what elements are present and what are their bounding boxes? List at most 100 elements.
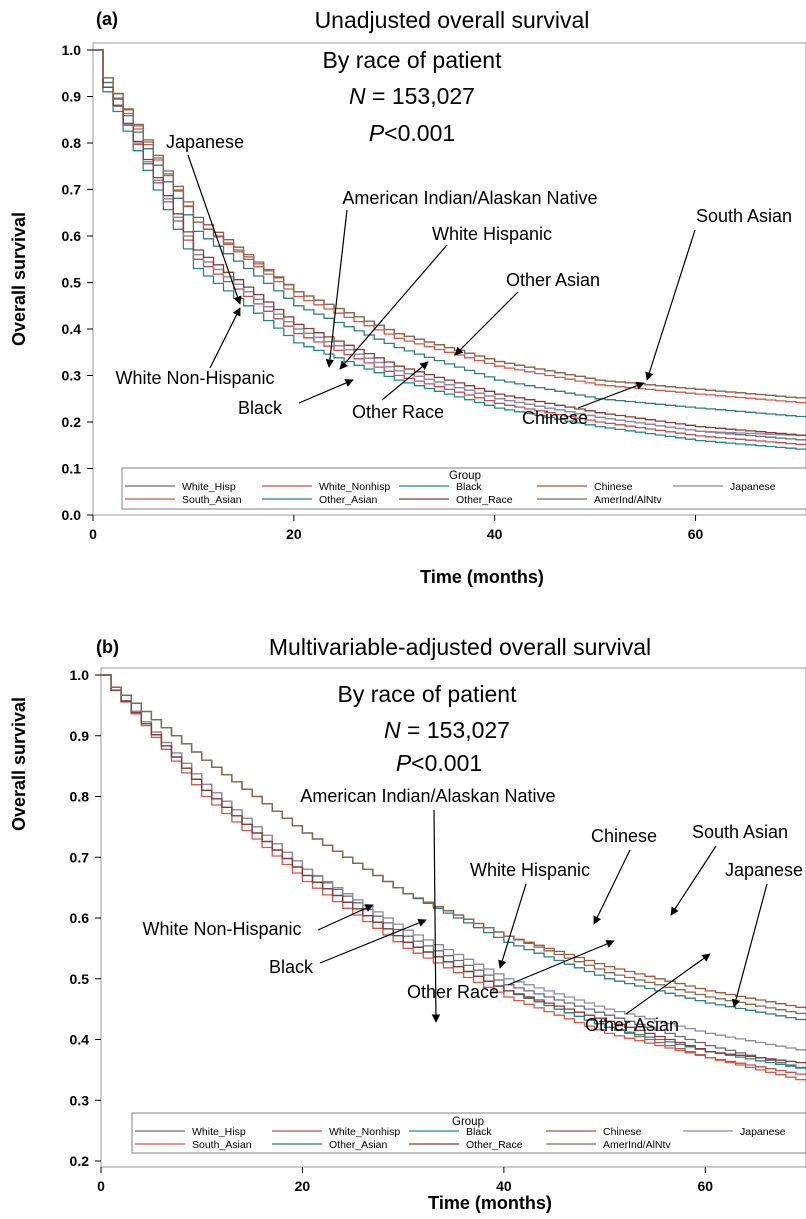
y-tick-label: 0.6 — [70, 910, 90, 926]
x-axis-label: Time (months) — [420, 567, 544, 587]
y-tick-label: 0.9 — [62, 89, 82, 105]
n-label: N = 153,027 — [384, 717, 510, 743]
y-tick-label: 1.0 — [70, 667, 90, 683]
annotation-label: Other Asian — [585, 1015, 679, 1035]
annotation-label: White Hispanic — [432, 224, 552, 244]
legend-box — [121, 467, 806, 510]
annotation-arrow — [325, 209, 348, 368]
x-tick-label: 60 — [688, 526, 704, 542]
legend-entry-south-asian: South_Asian — [182, 494, 242, 506]
series-line-japanese — [101, 674, 806, 1052]
annotation-label: Black — [238, 398, 283, 418]
annotation-label: American Indian/Alaskan Native — [300, 786, 555, 806]
panel-a: (a) Unadjusted overall survival 0.00.10.… — [9, 7, 806, 587]
y-tick-label: 0.3 — [70, 1092, 90, 1108]
annotation-arrow — [577, 381, 645, 409]
series-line-other-race — [93, 49, 806, 436]
x-tick-label: 0 — [97, 1178, 105, 1194]
legend-entry-south-asian: South_Asian — [192, 1139, 252, 1151]
legend-entry-other-asian: Other_Asian — [329, 1139, 388, 1151]
annotation-label: South Asian — [692, 822, 788, 842]
legend: Group White_Hisp White_Nonhisp Black Chines… — [121, 467, 806, 510]
curves — [101, 674, 806, 1082]
y-ticks: 0.0 0.1 0.2 0.3 0.4 0.5 0.6 0.7 0.8 0.9 1.0 — [62, 42, 93, 523]
panel-letter: (a) — [96, 9, 118, 29]
annotation-arrow — [431, 809, 441, 1023]
plot-frame — [92, 42, 806, 516]
p-value-label: P<0.001 — [396, 750, 482, 776]
legend-entry-black: Black — [456, 481, 482, 493]
x-tick-label: 0 — [89, 526, 97, 542]
panel-letter: (b) — [96, 637, 119, 657]
annotation-arrow — [731, 883, 768, 1008]
legend: Group White_Hisp White_Nonhisp Black Chines… — [131, 1112, 806, 1154]
annotation-label: Other Asian — [506, 270, 600, 290]
y-tick-label: 0.4 — [70, 1032, 90, 1048]
y-tick-label: 0.4 — [62, 321, 82, 337]
series-line-black — [93, 49, 806, 450]
annotation-arrow — [454, 291, 519, 356]
series-line-amerind-alntv — [101, 674, 806, 1016]
annotation-label: Chinese — [522, 408, 588, 428]
x-tick-label: 60 — [697, 1178, 713, 1194]
legend-entry-black: Black — [466, 1126, 492, 1138]
legend-entry-white-hisp: White_Hisp — [192, 1126, 246, 1138]
annotation-arrow — [209, 307, 241, 369]
y-tick-label: 0.5 — [62, 275, 82, 291]
annotation-label: White Non-Hispanic — [115, 368, 274, 388]
annotation-label: Black — [269, 957, 314, 977]
annotation-label: Chinese — [591, 826, 657, 846]
y-tick-label: 0.6 — [62, 228, 82, 244]
annotation-label: South Asian — [696, 206, 792, 226]
legend-entry-other-asian: Other_Asian — [319, 494, 378, 506]
legend-box — [131, 1112, 806, 1154]
x-tick-label: 40 — [487, 526, 503, 542]
x-tick-label: 20 — [286, 526, 302, 542]
y-tick-label: 0.2 — [70, 1153, 90, 1169]
legend-entry-japanese: Japanese — [740, 1126, 786, 1138]
x-ticks: 0 20 40 60 — [97, 1167, 713, 1194]
annotation-label: Other Race — [407, 982, 499, 1002]
legend-title: Group — [452, 1116, 484, 1128]
legend-entry-white-nonhisp: White_Nonhisp — [329, 1126, 400, 1138]
annotation-arrow — [317, 904, 374, 931]
legend-entry-chinese: Chinese — [603, 1126, 642, 1138]
n-label: N = 153,027 — [349, 83, 475, 109]
annotation-arrow — [381, 361, 429, 401]
annotation-arrow — [498, 883, 527, 969]
series-line-other-asian — [93, 49, 806, 418]
legend-entry-japanese: Japanese — [730, 481, 776, 493]
annotation-arrow — [507, 940, 615, 986]
legend-entry-other-race: Other_Race — [466, 1139, 523, 1151]
annotation-arrow — [670, 845, 717, 916]
curves — [93, 49, 806, 450]
y-tick-label: 0.1 — [62, 461, 82, 477]
chart-title: Multivariable-adjusted overall survival — [269, 634, 651, 660]
y-ticks: 0.2 0.3 0.4 0.5 0.6 0.7 0.8 0.9 1.0 — [70, 667, 101, 1169]
annotation-label: American Indian/Alaskan Native — [342, 188, 597, 208]
y-tick-label: 0.0 — [62, 507, 82, 523]
y-tick-label: 0.5 — [70, 971, 90, 987]
x-axis-label: Time (months) — [428, 1193, 552, 1213]
annotation-arrow — [593, 849, 631, 925]
x-ticks: 0 20 40 60 — [89, 515, 704, 542]
annotation-label: Other Race — [352, 402, 444, 422]
annotation-label: White Non-Hispanic — [142, 919, 301, 939]
legend-entry-amerind-alntv: AmerInd/AlNtv — [594, 494, 662, 506]
subtitle-line: By race of patient — [338, 681, 518, 707]
p-value-label: P<0.001 — [369, 120, 455, 146]
y-axis-label: Overall survival — [9, 697, 29, 831]
annotation-arrow — [319, 918, 427, 964]
annotation-arrow — [298, 379, 354, 404]
annotation-arrow — [645, 229, 696, 381]
series-line-japanese — [93, 49, 806, 437]
legend-entry-amerind-alntv: AmerInd/AlNtv — [603, 1139, 671, 1151]
subtitle-line: By race of patient — [323, 47, 503, 73]
legend-title: Group — [449, 470, 481, 482]
series-line-white-nonhisp — [93, 49, 806, 446]
x-tick-label: 40 — [496, 1178, 512, 1194]
annotation-arrow — [625, 953, 711, 1015]
x-tick-label: 20 — [295, 1178, 311, 1194]
y-tick-label: 0.9 — [70, 728, 90, 744]
